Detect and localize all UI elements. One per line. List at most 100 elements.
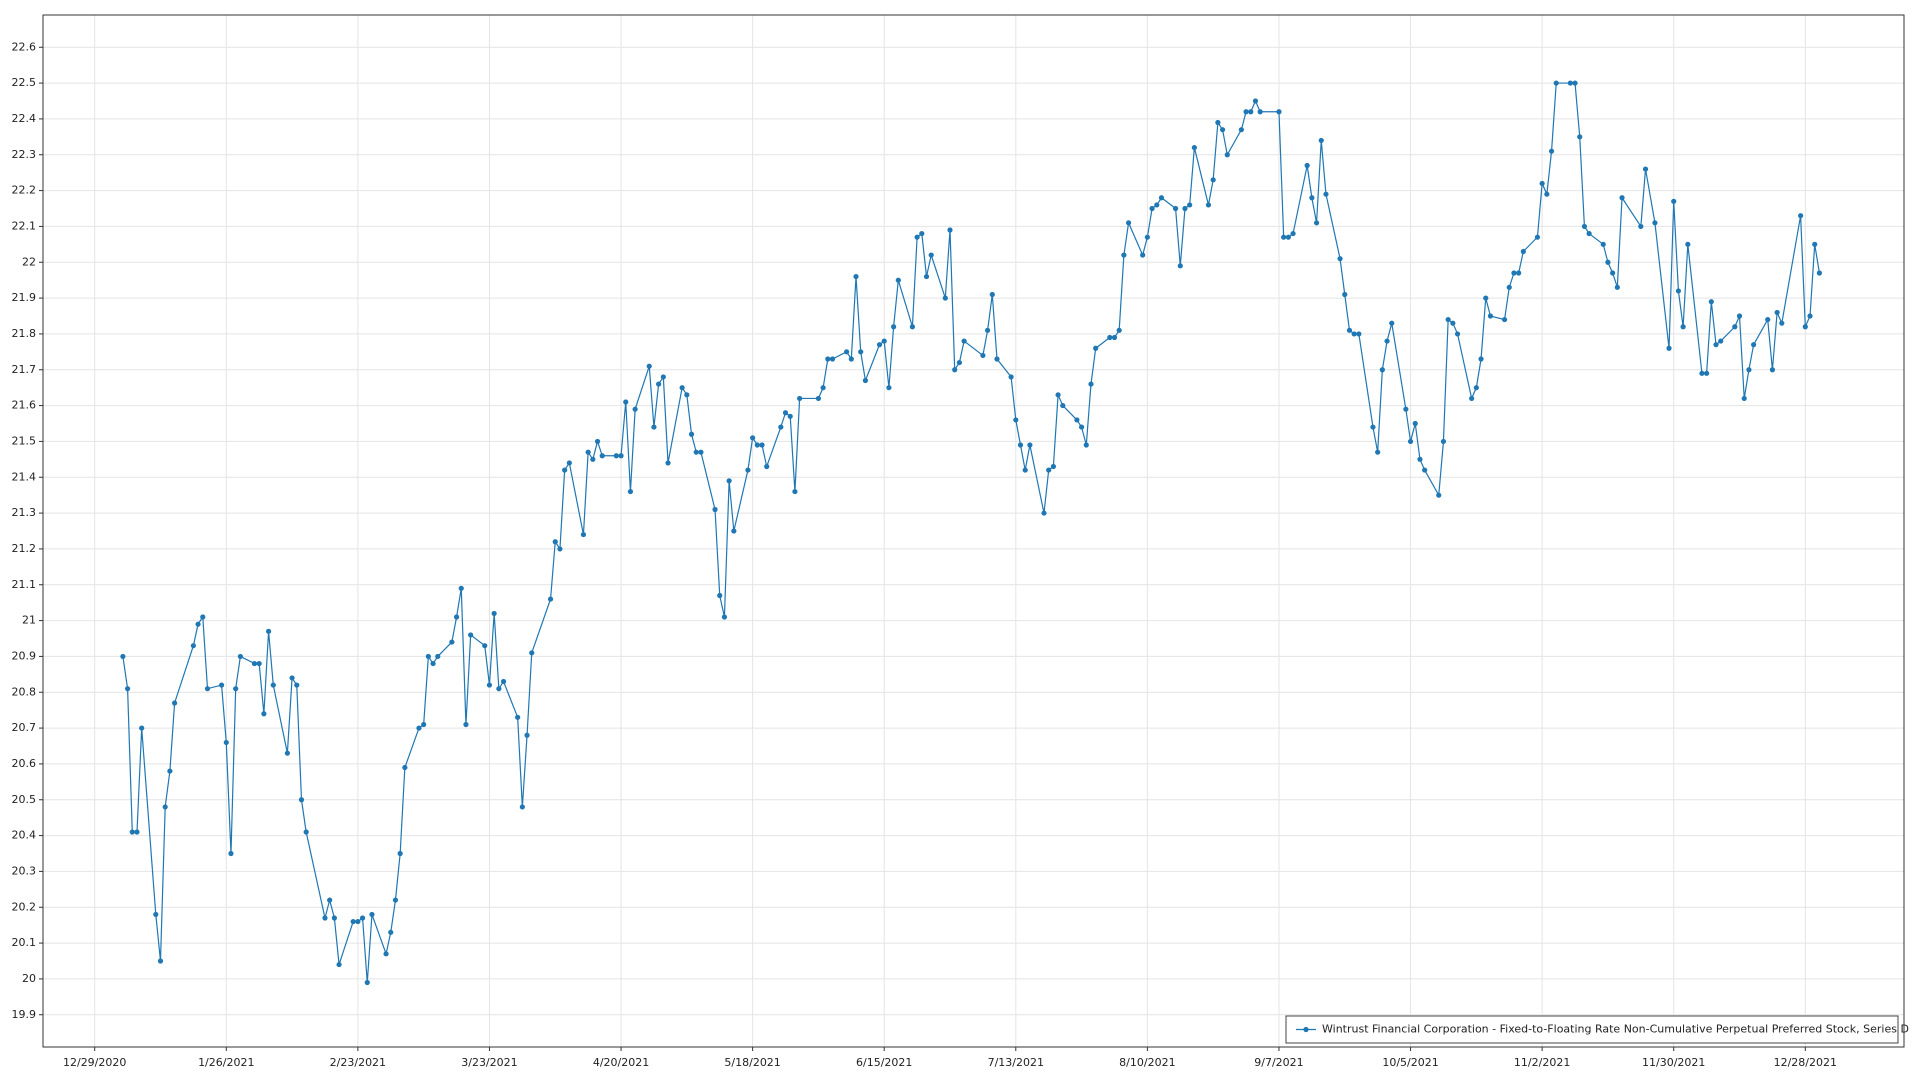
data-point <box>1219 127 1226 133</box>
data-point <box>1638 223 1644 230</box>
data-point <box>1017 442 1024 448</box>
data-point <box>566 460 572 466</box>
data-point <box>862 377 869 384</box>
data-point <box>453 614 460 620</box>
data-point <box>200 614 206 620</box>
data-point <box>228 850 234 857</box>
data-point <box>886 385 892 391</box>
data-point <box>500 678 507 685</box>
data-point <box>552 539 558 545</box>
data-point <box>1501 316 1508 323</box>
y-tick-label: 21.4 <box>12 470 37 483</box>
data-point <box>1769 367 1776 373</box>
data-point <box>167 768 173 774</box>
x-tick-label: 6/15/2021 <box>856 1056 912 1069</box>
data-point <box>1577 134 1583 140</box>
data-point <box>284 750 290 756</box>
data-point <box>1140 252 1146 258</box>
data-point <box>204 686 211 692</box>
x-tick-label: 7/13/2021 <box>988 1056 1044 1069</box>
data-point <box>1144 234 1150 240</box>
data-point <box>270 682 276 688</box>
data-point <box>1205 202 1212 208</box>
data-point <box>1304 162 1310 169</box>
data-point <box>651 424 657 430</box>
data-point <box>750 435 756 441</box>
x-tick-label: 5/18/2021 <box>724 1056 780 1069</box>
data-point <box>914 234 920 240</box>
data-point <box>162 804 168 810</box>
data-point <box>1751 342 1757 348</box>
data-point <box>1746 367 1752 373</box>
x-tick-label: 11/30/2021 <box>1642 1056 1705 1069</box>
data-point <box>782 410 789 416</box>
y-tick-label: 20.3 <box>12 864 37 877</box>
data-point <box>1675 288 1682 294</box>
data-point <box>1812 241 1818 247</box>
data-point <box>1375 449 1381 455</box>
data-point <box>1454 331 1461 337</box>
y-tick-label: 21.9 <box>12 291 37 304</box>
x-tick-label: 10/5/2021 <box>1382 1056 1438 1069</box>
data-point <box>792 488 798 495</box>
data-point <box>961 338 967 344</box>
data-point <box>1356 331 1362 337</box>
data-point <box>327 897 333 903</box>
data-point <box>331 915 337 921</box>
data-point <box>599 453 605 459</box>
data-point <box>1172 205 1179 212</box>
data-point <box>1680 324 1686 330</box>
data-point <box>656 381 662 387</box>
data-point <box>1713 342 1719 348</box>
data-point <box>956 359 963 366</box>
data-point <box>853 273 859 280</box>
data-point <box>449 639 455 645</box>
data-point <box>1553 80 1559 86</box>
data-point <box>425 653 431 660</box>
y-tick-label: 21.3 <box>12 506 37 519</box>
data-point <box>1379 367 1385 373</box>
data-point <box>237 653 243 660</box>
data-point <box>1111 334 1118 341</box>
data-point <box>218 682 225 688</box>
data-point <box>129 829 135 835</box>
data-point <box>1093 345 1099 351</box>
x-tick-label: 11/2/2021 <box>1514 1056 1570 1069</box>
data-point <box>1318 137 1324 144</box>
data-point <box>1798 213 1804 219</box>
data-point <box>1807 313 1813 319</box>
data-point <box>1610 270 1616 276</box>
data-point <box>613 453 619 459</box>
data-point <box>1013 417 1019 423</box>
data-point <box>1412 420 1418 427</box>
data-point <box>1741 395 1747 402</box>
data-point <box>876 342 883 348</box>
data-point <box>848 356 854 362</box>
data-point <box>1736 313 1743 319</box>
data-point <box>1285 234 1291 240</box>
data-point <box>529 650 535 656</box>
data-point <box>1074 417 1080 423</box>
data-point <box>1210 177 1216 183</box>
data-point <box>1060 402 1066 409</box>
data-point <box>632 406 638 412</box>
x-tick-label: 12/28/2021 <box>1774 1056 1837 1069</box>
y-tick-label: 19.9 <box>12 1008 37 1021</box>
x-tick-label: 2/23/2021 <box>330 1056 386 1069</box>
data-point <box>303 829 309 835</box>
legend: Wintrust Financial Corporation - Fixed-t… <box>1285 1015 1909 1044</box>
data-point <box>157 958 164 964</box>
data-point <box>684 392 690 398</box>
data-point <box>1252 98 1259 104</box>
data-point <box>1520 248 1526 255</box>
data-point <box>895 277 901 283</box>
data-point <box>1154 202 1160 208</box>
y-tick-label: 20.2 <box>12 900 37 913</box>
data-point <box>698 449 704 455</box>
data-point <box>468 632 474 638</box>
data-point <box>1666 345 1672 351</box>
y-tick-label: 21.1 <box>12 578 37 591</box>
y-tick-label: 20.1 <box>12 936 37 949</box>
data-point <box>1323 191 1329 197</box>
data-point <box>1685 241 1691 247</box>
